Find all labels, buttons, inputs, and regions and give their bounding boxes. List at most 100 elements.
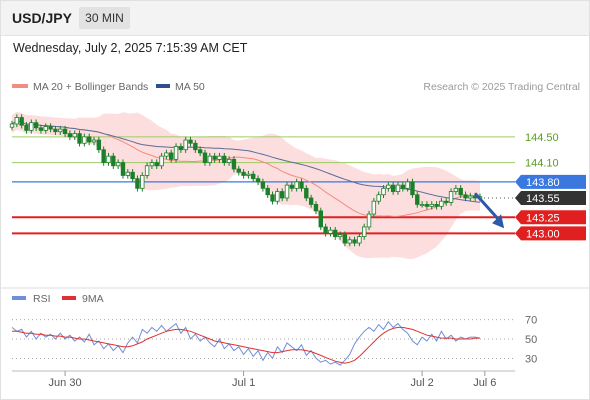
candle-body: [424, 204, 430, 207]
candle-body: [202, 152, 208, 163]
candle: [352, 236, 357, 247]
candle-body: [279, 191, 285, 199]
candle-body: [120, 162, 126, 176]
x-tick-label: Jun 30: [49, 377, 82, 389]
candle-body: [328, 229, 333, 234]
candle: [53, 125, 58, 135]
candle: [323, 223, 328, 237]
candle: [434, 201, 439, 210]
candle: [101, 146, 106, 166]
candle: [72, 130, 77, 141]
forecast-arrow-shaft: [474, 192, 502, 223]
candle-body: [352, 239, 357, 244]
candle-body: [48, 126, 53, 130]
candle: [453, 185, 459, 195]
candle: [371, 197, 377, 218]
candle-body: [439, 200, 444, 207]
candle: [405, 178, 410, 192]
candle: [424, 201, 430, 210]
candle-body: [458, 187, 463, 196]
candle-body: [183, 139, 188, 151]
candle-body: [299, 181, 304, 189]
candle: [202, 149, 208, 166]
candle-body: [29, 122, 34, 131]
candle-body: [260, 181, 266, 189]
rsi-ma-legend-label: 9MA: [82, 293, 104, 305]
candle: [251, 170, 256, 182]
ma50-legend-swatch: [156, 84, 170, 88]
candle: [299, 178, 304, 192]
candle-body: [386, 184, 391, 189]
candle-body: [366, 213, 372, 228]
candle-body: [337, 234, 343, 238]
candle: [169, 149, 174, 163]
forecast-arrow-head: [492, 214, 505, 229]
candle: [38, 124, 44, 134]
candle: [144, 162, 150, 179]
candle: [328, 226, 333, 237]
candle-body: [333, 229, 338, 237]
candle: [458, 185, 463, 198]
candle: [67, 130, 73, 141]
candle-body: [362, 226, 367, 237]
candle-body: [169, 152, 174, 160]
candle: [279, 188, 285, 202]
candle: [410, 178, 415, 198]
candle-body: [405, 181, 410, 189]
candle-body: [207, 155, 213, 163]
candle-body: [96, 139, 102, 151]
pivot-label: 143.80: [526, 177, 560, 189]
candle-body: [149, 162, 155, 167]
candle: [444, 197, 449, 206]
candle: [308, 194, 314, 208]
candle: [222, 152, 227, 166]
candle-body: [284, 184, 290, 199]
candle: [386, 181, 391, 192]
candle: [226, 156, 232, 166]
candle-body: [400, 184, 406, 189]
rsi-tick-label: 50: [525, 334, 537, 346]
candle-body: [77, 133, 82, 144]
candle: [357, 233, 362, 247]
candle: [96, 136, 102, 153]
candle-body: [197, 149, 203, 154]
candle: [236, 165, 241, 176]
candle: [188, 136, 193, 147]
candle-body: [323, 226, 328, 234]
candle: [183, 136, 188, 153]
candle-body: [111, 155, 116, 167]
candle-body: [164, 152, 169, 157]
target-label: 143.00: [526, 228, 560, 240]
target-label: 143.25: [526, 212, 560, 224]
candle-body: [381, 187, 386, 196]
candle: [294, 178, 299, 192]
candle: [468, 192, 473, 202]
candle: [463, 191, 468, 202]
ma50-legend-label: MA 50: [175, 81, 205, 93]
candle: [289, 181, 295, 192]
candle-body: [14, 117, 20, 125]
candle: [173, 143, 179, 163]
candle: [130, 169, 135, 182]
candle: [342, 231, 348, 247]
candle: [362, 223, 367, 240]
current-price-label: 143.55: [526, 193, 560, 205]
candle-body: [468, 195, 473, 199]
watermark-text: Research © 2025 Trading Central: [423, 81, 580, 93]
candle: [197, 146, 203, 157]
candle: [125, 169, 130, 179]
candle-body: [178, 146, 184, 151]
symbol-label: USD/JPY: [12, 10, 72, 26]
target-price-tag: [515, 210, 586, 225]
candle: [366, 210, 372, 231]
candle-body: [453, 187, 459, 192]
candle: [275, 188, 280, 205]
candle: [265, 185, 270, 198]
candle: [415, 191, 420, 208]
timeframe-badge[interactable]: 30 MIN: [79, 7, 130, 29]
candle-body: [395, 184, 401, 192]
candle-body: [463, 194, 468, 199]
candle-body: [135, 178, 140, 189]
candle-body: [101, 149, 106, 163]
resistance-label: 144.10: [525, 158, 559, 170]
